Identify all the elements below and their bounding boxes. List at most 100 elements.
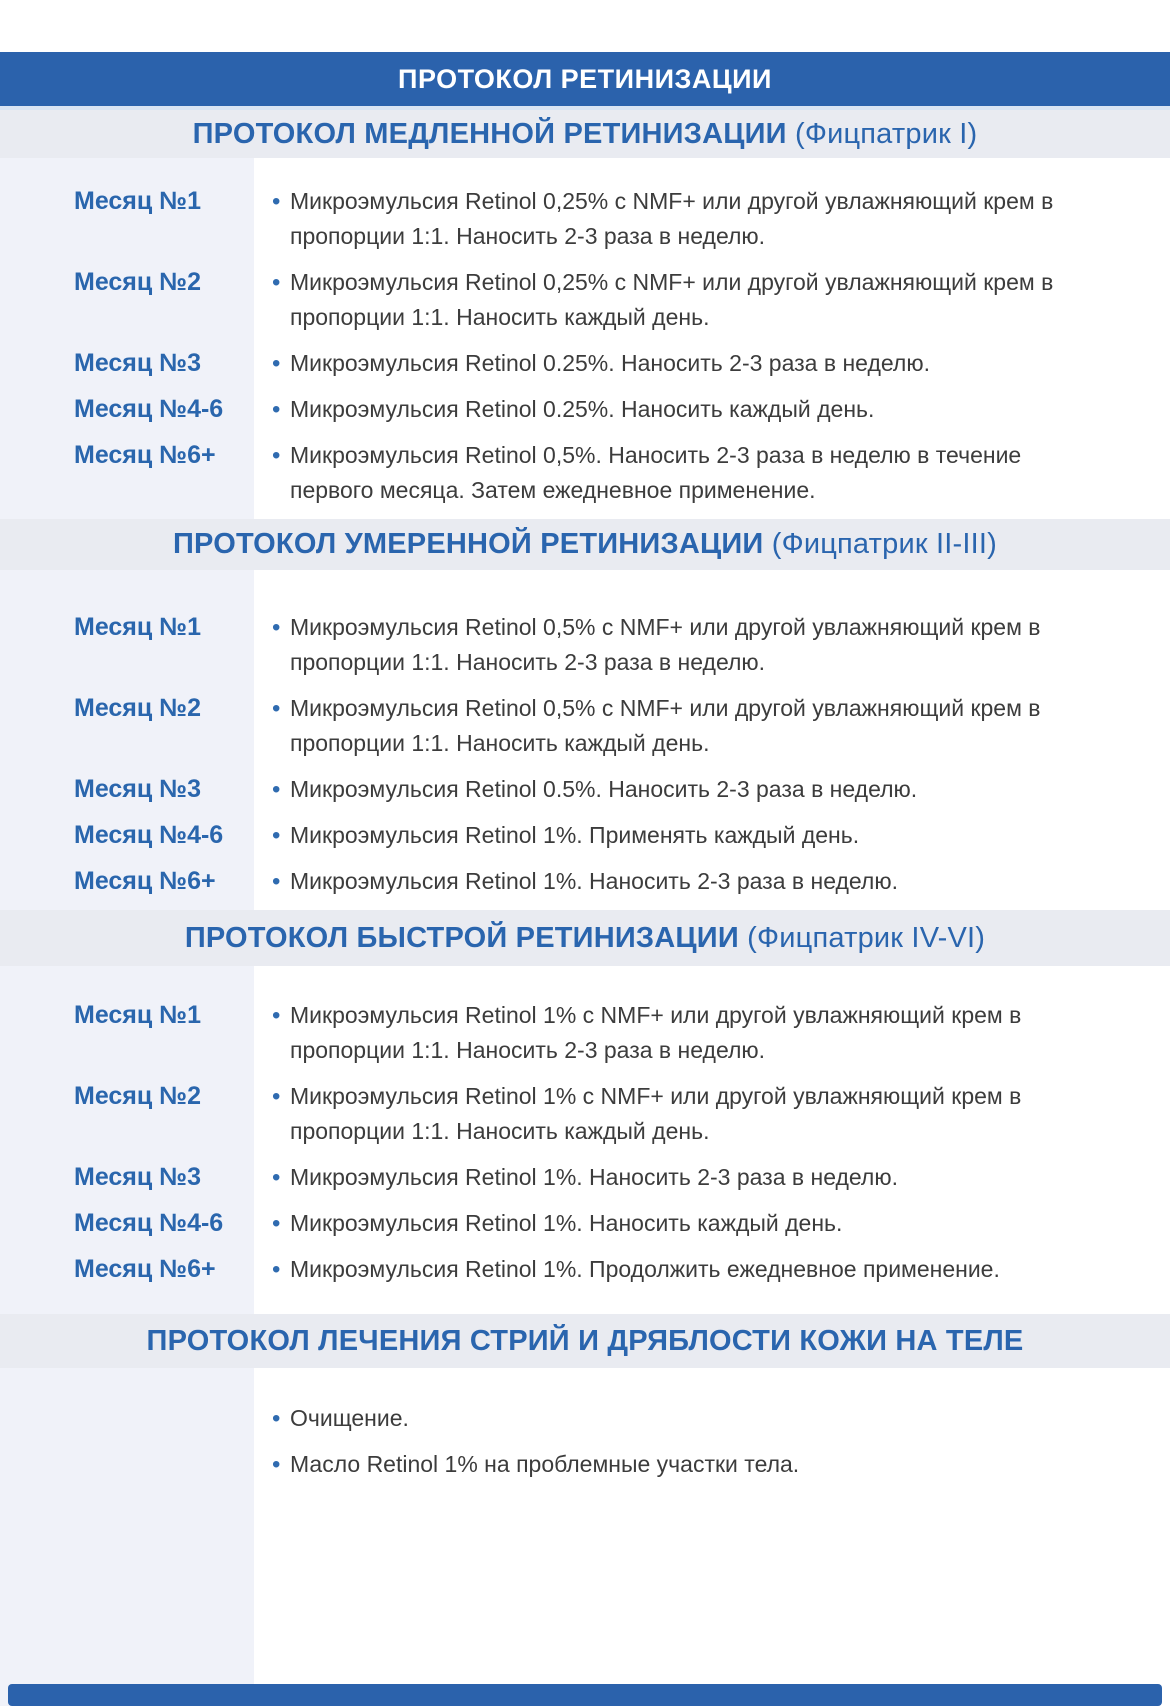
protocol-row: Месяц №3 • Микроэмульсия Retinol 0.5%. Н… [0, 772, 1170, 807]
section-title-suffix: (Фицпатрик I) [794, 117, 978, 150]
row-body: • Микроэмульсия Retinol 1%. Наносить 2-3… [254, 864, 898, 899]
protocol-row: Месяц №4-6 • Микроэмульсия Retinol 1%. П… [0, 818, 1170, 853]
section-title: ПРОТОКОЛ УМЕРЕННОЙ РЕТИНИЗАЦИИ [173, 528, 764, 560]
bullet-icon: • [272, 1083, 281, 1110]
month-label: Месяц №4-6 [74, 395, 224, 423]
main-title-bar: ПРОТОКОЛ РЕТИНИЗАЦИИ [0, 52, 1170, 106]
month-label: Месяц №4-6 [74, 821, 224, 849]
row-body: • Микроэмульсия Retinol 1%. Наносить каж… [254, 1206, 842, 1241]
protocol-step-text: Микроэмульсия Retinol 0,5% с NMF+ или др… [290, 614, 1041, 675]
bullet-icon: • [272, 868, 281, 895]
bullet-icon: • [272, 1164, 281, 1191]
bullet-icon: • [272, 396, 281, 423]
bullet-icon: • [272, 1256, 281, 1283]
month-label: Месяц №4-6 [74, 1209, 224, 1237]
protocol-step-text: Микроэмульсия Retinol 1%. Наносить 2-3 р… [290, 868, 898, 894]
protocol-step-text: Микроэмульсия Retinol 1% с NMF+ или друг… [290, 1002, 1022, 1063]
bullet-icon: • [272, 1405, 281, 1432]
section-title: ПРОТОКОЛ МЕДЛЕННОЙ РЕТИНИЗАЦИИ [192, 117, 787, 150]
row-body: • Микроэмульсия Retinol 0,5% с NMF+ или … [254, 610, 1070, 680]
protocol-row: Месяц №3 • Микроэмульсия Retinol 0.25%. … [0, 346, 1170, 381]
month-label: Месяц №1 [74, 187, 201, 215]
protocol-step-text: Очищение. [290, 1405, 409, 1431]
row-body: • Микроэмульсия Retinol 1%. Применять ка… [254, 818, 859, 853]
protocol-row: Месяц №3 • Микроэмульсия Retinol 1%. Нан… [0, 1160, 1170, 1195]
row-body: • Микроэмульсия Retinol 1% с NMF+ или др… [254, 1079, 1070, 1149]
protocol-row: Месяц №2 • Микроэмульсия Retinol 1% с NM… [0, 1079, 1170, 1149]
section-header-band: ПРОТОКОЛ МЕДЛЕННОЙ РЕТИНИЗАЦИИ (Фицпатри… [0, 110, 1170, 158]
bullet-icon: • [272, 350, 281, 377]
protocol-row: Месяц №2 • Микроэмульсия Retinol 0,5% с … [0, 691, 1170, 761]
section-title-suffix: (Фицпатрик II-III) [771, 528, 997, 560]
protocol-row: Месяц №4-6 • Микроэмульсия Retinol 0.25%… [0, 392, 1170, 427]
protocol-row: Месяц №1 • Микроэмульсия Retinol 0,5% с … [0, 610, 1170, 680]
row-body: • Микроэмульсия Retinol 0,5%. Наносить 2… [254, 438, 1070, 508]
row-body: • Микроэмульсия Retinol 0,25% с NMF+ или… [254, 265, 1070, 335]
protocol-row: Месяц №2 • Микроэмульсия Retinol 0,25% с… [0, 265, 1170, 335]
main-title: ПРОТОКОЛ РЕТИНИЗАЦИИ [398, 63, 772, 94]
bullet-icon: • [272, 1002, 281, 1029]
row-body: • Масло Retinol 1% на проблемные участки… [254, 1447, 799, 1482]
protocol-rows: Месяц №1 • Микроэмульсия Retinol 1% с NM… [0, 966, 1170, 1287]
page-content: ПРОТОКОЛ РЕТИНИЗАЦИИ ПРОТОКОЛ МЕДЛЕННОЙ … [0, 52, 1170, 1482]
protocol-row: Месяц №1 • Микроэмульсия Retinol 1% с NM… [0, 998, 1170, 1068]
bullet-icon: • [272, 614, 281, 641]
section-title-suffix: (Фицпатрик IV-VI) [747, 921, 986, 954]
bullet-icon: • [272, 442, 281, 469]
section-title: ПРОТОКОЛ БЫСТРОЙ РЕТИНИЗАЦИИ [184, 921, 739, 954]
section-2: ПРОТОКОЛ УМЕРЕННОЙ РЕТИНИЗАЦИИ (Фицпатри… [0, 519, 1170, 899]
protocol-row: • Масло Retinol 1% на проблемные участки… [0, 1447, 1170, 1482]
section-1: ПРОТОКОЛ МЕДЛЕННОЙ РЕТИНИЗАЦИИ (Фицпатри… [0, 110, 1170, 508]
month-label: Месяц №6+ [74, 441, 216, 469]
protocol-row: Месяц №6+ • Микроэмульсия Retinol 1%. На… [0, 864, 1170, 899]
bullet-icon: • [272, 188, 281, 215]
sections-root: ПРОТОКОЛ МЕДЛЕННОЙ РЕТИНИЗАЦИИ (Фицпатри… [0, 110, 1170, 1482]
protocol-step-text: Микроэмульсия Retinol 0,25% с NMF+ или д… [290, 269, 1054, 330]
section-header-band: ПРОТОКОЛ УМЕРЕННОЙ РЕТИНИЗАЦИИ (Фицпатри… [0, 519, 1170, 570]
protocol-step-text: Микроэмульсия Retinol 1%. Наносить кажды… [290, 1210, 843, 1236]
protocol-step-text: Микроэмульсия Retinol 1%. Продолжить еже… [290, 1256, 1000, 1282]
bullet-icon: • [272, 269, 281, 296]
row-body: • Микроэмульсия Retinol 0,5% с NMF+ или … [254, 691, 1070, 761]
row-body: • Микроэмульсия Retinol 0,25% с NMF+ или… [254, 184, 1070, 254]
bullet-icon: • [272, 1451, 281, 1478]
month-label: Месяц №6+ [74, 1255, 216, 1283]
row-body: • Микроэмульсия Retinol 1% с NMF+ или др… [254, 998, 1070, 1068]
section-header: ПРОТОКОЛ МЕДЛЕННОЙ РЕТИНИЗАЦИИ (Фицпатри… [193, 118, 978, 151]
protocol-row: Месяц №6+ • Микроэмульсия Retinol 1%. Пр… [0, 1252, 1170, 1287]
month-label: Месяц №3 [74, 775, 201, 803]
protocol-rows: Месяц №1 • Микроэмульсия Retinol 0,25% с… [0, 158, 1170, 508]
bullet-icon: • [272, 695, 281, 722]
section-header: ПРОТОКОЛ ЛЕЧЕНИЯ СТРИЙ И ДРЯБЛОСТИ КОЖИ … [147, 1325, 1024, 1358]
section-header: ПРОТОКОЛ БЫСТРОЙ РЕТИНИЗАЦИИ (Фицпатрик … [185, 922, 985, 955]
protocol-step-text: Микроэмульсия Retinol 1%. Наносить 2-3 р… [290, 1164, 898, 1190]
title-bar-accent-line [0, 106, 1170, 110]
section-3: ПРОТОКОЛ БЫСТРОЙ РЕТИНИЗАЦИИ (Фицпатрик … [0, 910, 1170, 1287]
section-header: ПРОТОКОЛ УМЕРЕННОЙ РЕТИНИЗАЦИИ (Фицпатри… [173, 528, 997, 561]
month-label: Месяц №1 [74, 613, 201, 641]
bullet-icon: • [272, 1210, 281, 1237]
row-body: • Микроэмульсия Retinol 1%. Продолжить е… [254, 1252, 1000, 1287]
month-label: Месяц №1 [74, 1001, 201, 1029]
protocol-step-text: Микроэмульсия Retinol 0.5%. Наносить 2-3… [290, 776, 918, 802]
month-label: Месяц №6+ [74, 867, 216, 895]
section-header-band: ПРОТОКОЛ БЫСТРОЙ РЕТИНИЗАЦИИ (Фицпатрик … [0, 910, 1170, 966]
bullet-icon: • [272, 776, 281, 803]
protocol-step-text: Масло Retinol 1% на проблемные участки т… [290, 1451, 800, 1477]
month-label: Месяц №3 [74, 1163, 201, 1191]
month-label: Месяц №3 [74, 349, 201, 377]
protocol-step-text: Микроэмульсия Retinol 0.25%. Наносить ка… [290, 396, 875, 422]
protocol-row: Месяц №4-6 • Микроэмульсия Retinol 1%. Н… [0, 1206, 1170, 1241]
row-body: • Микроэмульсия Retinol 0.25%. Наносить … [254, 346, 930, 381]
left-column-background [0, 52, 254, 1706]
protocol-step-text: Микроэмульсия Retinol 0,5%. Наносить 2-3… [290, 442, 1022, 503]
protocol-step-text: Микроэмульсия Retinol 1%. Применять кажд… [290, 822, 860, 848]
month-label: Месяц №2 [74, 694, 201, 722]
protocol-row: Месяц №1 • Микроэмульсия Retinol 0,25% с… [0, 184, 1170, 254]
bullet-icon: • [272, 822, 281, 849]
section-title: ПРОТОКОЛ ЛЕЧЕНИЯ СТРИЙ И ДРЯБЛОСТИ КОЖИ … [146, 1324, 1024, 1357]
protocol-page: ПРОТОКОЛ РЕТИНИЗАЦИИ ПРОТОКОЛ МЕДЛЕННОЙ … [0, 52, 1170, 1706]
footer-bar [8, 1684, 1162, 1706]
section-4: ПРОТОКОЛ ЛЕЧЕНИЯ СТРИЙ И ДРЯБЛОСТИ КОЖИ … [0, 1314, 1170, 1482]
protocol-step-text: Микроэмульсия Retinol 0,25% с NMF+ или д… [290, 188, 1054, 249]
